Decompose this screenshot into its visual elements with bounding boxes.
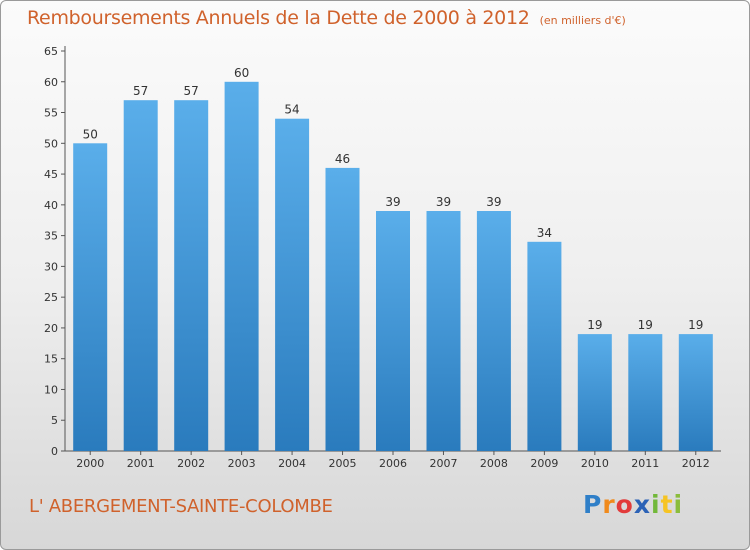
x-tick-label: 2002 bbox=[177, 457, 205, 470]
bar bbox=[476, 211, 511, 451]
x-tick-label: 2007 bbox=[429, 457, 457, 470]
logo-letter: x bbox=[633, 490, 651, 519]
data-label: 54 bbox=[284, 103, 299, 117]
y-tick-label: 45 bbox=[44, 168, 58, 181]
logo-letter: i bbox=[673, 490, 684, 519]
chart-title: Remboursements Annuels de la Dette de 20… bbox=[27, 7, 626, 29]
bar bbox=[275, 118, 310, 451]
bar bbox=[577, 334, 612, 451]
data-label: 19 bbox=[587, 318, 602, 332]
y-tick-label: 30 bbox=[44, 260, 58, 273]
x-tick-label: 2009 bbox=[530, 457, 558, 470]
y-tick-label: 20 bbox=[44, 322, 58, 335]
bar bbox=[678, 334, 713, 451]
logo-letter: r bbox=[602, 490, 616, 519]
data-label: 57 bbox=[184, 84, 199, 98]
logo-letter: P bbox=[583, 490, 603, 519]
y-tick-label: 5 bbox=[51, 414, 58, 427]
y-tick-label: 10 bbox=[44, 383, 58, 396]
data-label: 19 bbox=[638, 318, 653, 332]
proxiti-logo[interactable]: Proxiti bbox=[583, 490, 683, 519]
logo-letter: i bbox=[651, 490, 661, 519]
bar bbox=[73, 143, 108, 452]
x-tick-label: 2005 bbox=[329, 457, 357, 470]
x-tick-label: 2008 bbox=[480, 457, 508, 470]
bar bbox=[123, 100, 158, 451]
x-tick-label: 2012 bbox=[682, 457, 710, 470]
y-tick-label: 25 bbox=[44, 291, 58, 304]
bar bbox=[527, 241, 562, 451]
data-label: 57 bbox=[133, 84, 148, 98]
x-tick-label: 2004 bbox=[278, 457, 306, 470]
bar bbox=[174, 100, 209, 451]
commune-name: L' ABERGEMENT-SAINTE-COLOMBE bbox=[29, 496, 333, 517]
bar bbox=[224, 81, 259, 452]
x-tick-label: 2010 bbox=[581, 457, 609, 470]
data-label: 39 bbox=[436, 195, 451, 209]
y-tick-label: 15 bbox=[44, 353, 58, 366]
data-label: 60 bbox=[234, 66, 249, 80]
x-axis: 2000 2001 2002 2003 2004 2005 2006 2007 2008 2009… bbox=[65, 450, 721, 470]
data-label: 39 bbox=[385, 195, 400, 209]
chart-title-text: Remboursements Annuels de la Dette de 20… bbox=[27, 7, 530, 29]
logo-letter: t bbox=[660, 490, 674, 519]
data-label: 19 bbox=[688, 318, 703, 332]
data-label: 50 bbox=[83, 127, 98, 141]
bar bbox=[376, 211, 410, 451]
data-label: 39 bbox=[486, 195, 501, 209]
y-tick-label: 50 bbox=[44, 137, 58, 150]
value-labels-group: 50 57 57 60 54 46 39 39 39 34 19 19 19 bbox=[83, 66, 704, 332]
x-tick-label: 2003 bbox=[228, 457, 256, 470]
x-tick-label: 2001 bbox=[127, 457, 155, 470]
y-tick-label: 35 bbox=[44, 230, 58, 243]
bars-group bbox=[73, 81, 713, 452]
bar bbox=[426, 211, 461, 451]
x-tick-label: 2000 bbox=[76, 457, 104, 470]
y-axis: 0 5 10 15 20 25 30 35 40 45 50 55 60 65 bbox=[44, 45, 66, 458]
y-tick-label: 65 bbox=[44, 45, 58, 58]
bar bbox=[628, 334, 663, 451]
data-label: 46 bbox=[335, 152, 350, 166]
bar bbox=[325, 167, 360, 451]
x-tick-label: 2011 bbox=[631, 457, 659, 470]
y-tick-label: 0 bbox=[51, 445, 58, 458]
data-label: 34 bbox=[537, 226, 552, 240]
chart-unit: (en milliers d'€) bbox=[539, 14, 626, 27]
y-tick-label: 40 bbox=[44, 199, 58, 212]
logo-letter: o bbox=[615, 490, 634, 519]
y-tick-label: 55 bbox=[44, 107, 58, 120]
x-tick-label: 2006 bbox=[379, 457, 407, 470]
y-tick-label: 60 bbox=[44, 76, 58, 89]
